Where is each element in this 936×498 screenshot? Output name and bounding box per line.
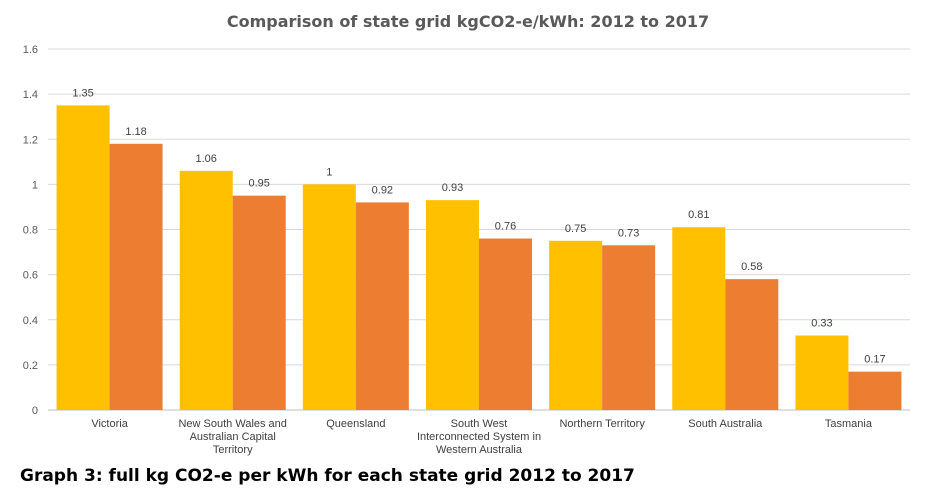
bar-series-2 xyxy=(109,143,163,410)
data-label: 0.95 xyxy=(249,178,270,190)
bar-series-2 xyxy=(725,279,779,410)
category-label: New South Wales and xyxy=(178,418,286,430)
y-tick-label: 0 xyxy=(32,405,38,417)
bar-series-2 xyxy=(479,238,532,410)
data-labels: 1.35 1.18 1.06 0.95 1 0.92 0.93 0.76 0.75 0.73 0.8… xyxy=(72,87,885,365)
category-label: Interconnected System in xyxy=(417,431,541,443)
data-label: 1 xyxy=(326,166,332,178)
bar-series-1 xyxy=(302,184,356,410)
bar-series-1 xyxy=(549,240,603,410)
data-label: 1.35 xyxy=(72,87,93,99)
bar-series-2 xyxy=(355,202,409,410)
category-label: South West xyxy=(451,418,508,430)
data-label: 0.58 xyxy=(741,261,762,273)
bar-series-1 xyxy=(179,170,233,410)
y-tick-label: 1.2 xyxy=(23,134,38,146)
data-label: 0.17 xyxy=(864,354,885,366)
bar-series-2 xyxy=(232,195,286,410)
category-label: Northern Territory xyxy=(559,418,645,430)
y-tick-label: 0.2 xyxy=(23,360,38,372)
figure-caption: Graph 3: full kg CO2-e per kWh for each … xyxy=(20,466,635,486)
data-label: 0.93 xyxy=(442,182,463,194)
bar-series-1 xyxy=(426,200,479,410)
data-label: 0.92 xyxy=(372,184,393,196)
category-label: Queensland xyxy=(326,418,385,430)
y-axis-ticks: 0 0.2 0.4 0.6 0.8 1 1.2 1.4 1.6 xyxy=(23,44,38,417)
data-label: 0.76 xyxy=(495,221,516,233)
category-label: Tasmania xyxy=(825,418,873,430)
data-label: 0.73 xyxy=(618,227,639,239)
bar-series-1 xyxy=(672,227,726,410)
bars xyxy=(56,105,902,410)
category-label: Victoria xyxy=(91,418,128,430)
y-tick-label: 0.8 xyxy=(23,225,38,237)
data-label: 0.75 xyxy=(565,223,586,235)
data-label: 1.18 xyxy=(125,126,146,138)
bar-series-1 xyxy=(56,105,110,410)
category-label: South Australia xyxy=(688,418,763,430)
bar-series-1 xyxy=(795,335,849,410)
category-label: Western Australia xyxy=(436,444,523,456)
data-label: 1.06 xyxy=(196,153,217,165)
bar-series-2 xyxy=(602,245,656,410)
y-tick-label: 1.4 xyxy=(23,89,38,101)
category-label: Australian Capital xyxy=(190,431,276,443)
y-tick-label: 1.6 xyxy=(23,44,38,56)
y-tick-label: 1 xyxy=(32,179,38,191)
y-tick-label: 0.4 xyxy=(23,315,38,327)
category-label: Territory xyxy=(213,444,253,456)
data-label: 0.33 xyxy=(811,318,832,330)
y-tick-label: 0.6 xyxy=(23,270,38,282)
chart-title: Comparison of state grid kgCO2-e/kWh: 20… xyxy=(226,12,710,31)
data-label: 0.81 xyxy=(688,209,709,221)
bar-series-2 xyxy=(848,371,902,410)
